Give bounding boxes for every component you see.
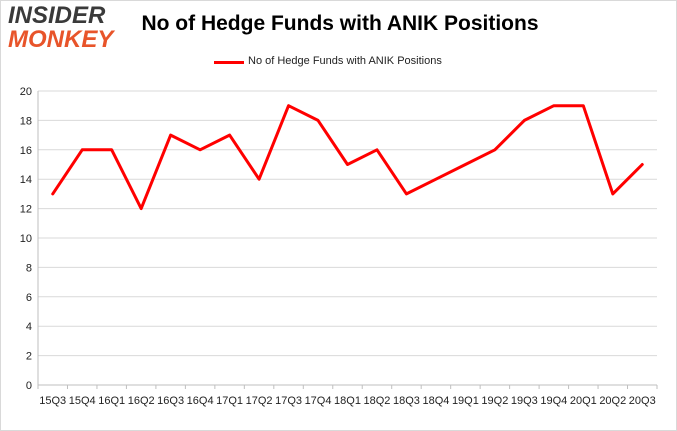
x-tick-label: 20Q2 <box>599 395 626 407</box>
x-tick-label: 16Q4 <box>187 395 214 407</box>
legend-swatch <box>214 61 244 64</box>
x-tick-label: 18Q1 <box>334 395 361 407</box>
x-tick-label: 17Q4 <box>305 395 332 407</box>
x-tick-label: 19Q2 <box>481 395 508 407</box>
x-tick-label: 16Q1 <box>98 395 125 407</box>
legend-label: No of Hedge Funds with ANIK Positions <box>248 55 442 67</box>
logo-line-1: INSIDER <box>8 2 106 29</box>
y-tick-label: 18 <box>20 115 32 127</box>
x-tick-label: 17Q2 <box>246 395 273 407</box>
x-tick-label: 20Q1 <box>570 395 597 407</box>
y-tick-label: 16 <box>20 145 32 157</box>
x-tick-label: 16Q3 <box>157 395 184 407</box>
y-tick-label: 0 <box>26 380 32 392</box>
x-tick-label: 18Q2 <box>364 395 391 407</box>
y-tick-label: 14 <box>20 174 32 186</box>
x-tick-label: 18Q4 <box>422 395 449 407</box>
logo-line-2: MONKEY <box>8 26 114 53</box>
y-tick-label: 20 <box>20 86 32 98</box>
x-tick-label: 17Q3 <box>275 395 302 407</box>
x-tick-label: 15Q4 <box>69 395 96 407</box>
y-tick-label: 2 <box>26 351 32 363</box>
y-tick-label: 6 <box>26 292 32 304</box>
chart-title: No of Hedge Funds with ANIK Positions <box>141 12 539 35</box>
y-tick-label: 4 <box>26 321 32 333</box>
series-line <box>51 104 644 211</box>
insider-monkey-logo: INSIDER MONKEY <box>8 4 126 54</box>
y-tick-label: 8 <box>26 262 32 274</box>
chart-legend: No of Hedge Funds with ANIK Positions <box>0 54 677 70</box>
y-tick-label: 10 <box>20 233 32 245</box>
x-tick-label: 19Q1 <box>452 395 479 407</box>
y-tick-label: 12 <box>20 204 32 216</box>
x-tick-label: 19Q4 <box>540 395 567 407</box>
x-tick-label: 19Q3 <box>511 395 538 407</box>
x-tick-label: 17Q1 <box>216 395 243 407</box>
x-tick-label: 15Q3 <box>39 395 66 407</box>
x-tick-label: 18Q3 <box>393 395 420 407</box>
x-tick-label: 20Q3 <box>629 395 656 407</box>
x-tick-label: 16Q2 <box>128 395 155 407</box>
